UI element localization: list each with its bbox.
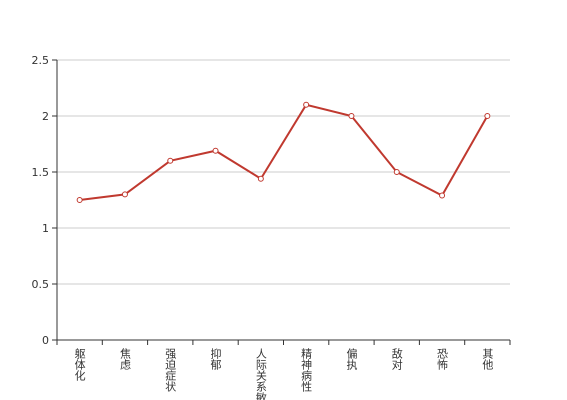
point bbox=[439, 192, 446, 199]
point bbox=[167, 157, 174, 164]
y-tick-label: 2 bbox=[42, 110, 49, 123]
x-tick-label: 抑郁 bbox=[209, 347, 222, 370]
x-tick-label: 焦虑 bbox=[118, 348, 131, 370]
y-tick-label: 0 bbox=[42, 334, 49, 347]
x-tick-label: 躯体化 bbox=[73, 348, 86, 382]
x-tick-label: 强迫症状 bbox=[164, 348, 177, 392]
y-tick-label: 0.5 bbox=[32, 278, 50, 291]
x-tick-label: 精神病性 bbox=[300, 348, 313, 393]
x-tick-label: 偏执 bbox=[345, 347, 358, 371]
y-tick-label: 1.5 bbox=[32, 166, 50, 179]
point bbox=[303, 101, 310, 108]
x-tick-label: 恐怖 bbox=[436, 348, 449, 370]
line bbox=[79, 103, 489, 201]
point bbox=[76, 197, 83, 203]
x-tick-label: 人际关系敏感 bbox=[254, 348, 267, 400]
point bbox=[257, 175, 264, 182]
x-tick-label: 其他 bbox=[481, 348, 494, 370]
point bbox=[484, 113, 491, 119]
y-tick-label: 1 bbox=[42, 222, 49, 235]
point bbox=[393, 169, 400, 175]
x-tick-label: 敌对 bbox=[390, 347, 403, 370]
point bbox=[348, 113, 355, 119]
point bbox=[121, 191, 128, 198]
point bbox=[212, 147, 219, 154]
y-tick-label: 2.5 bbox=[32, 54, 50, 67]
